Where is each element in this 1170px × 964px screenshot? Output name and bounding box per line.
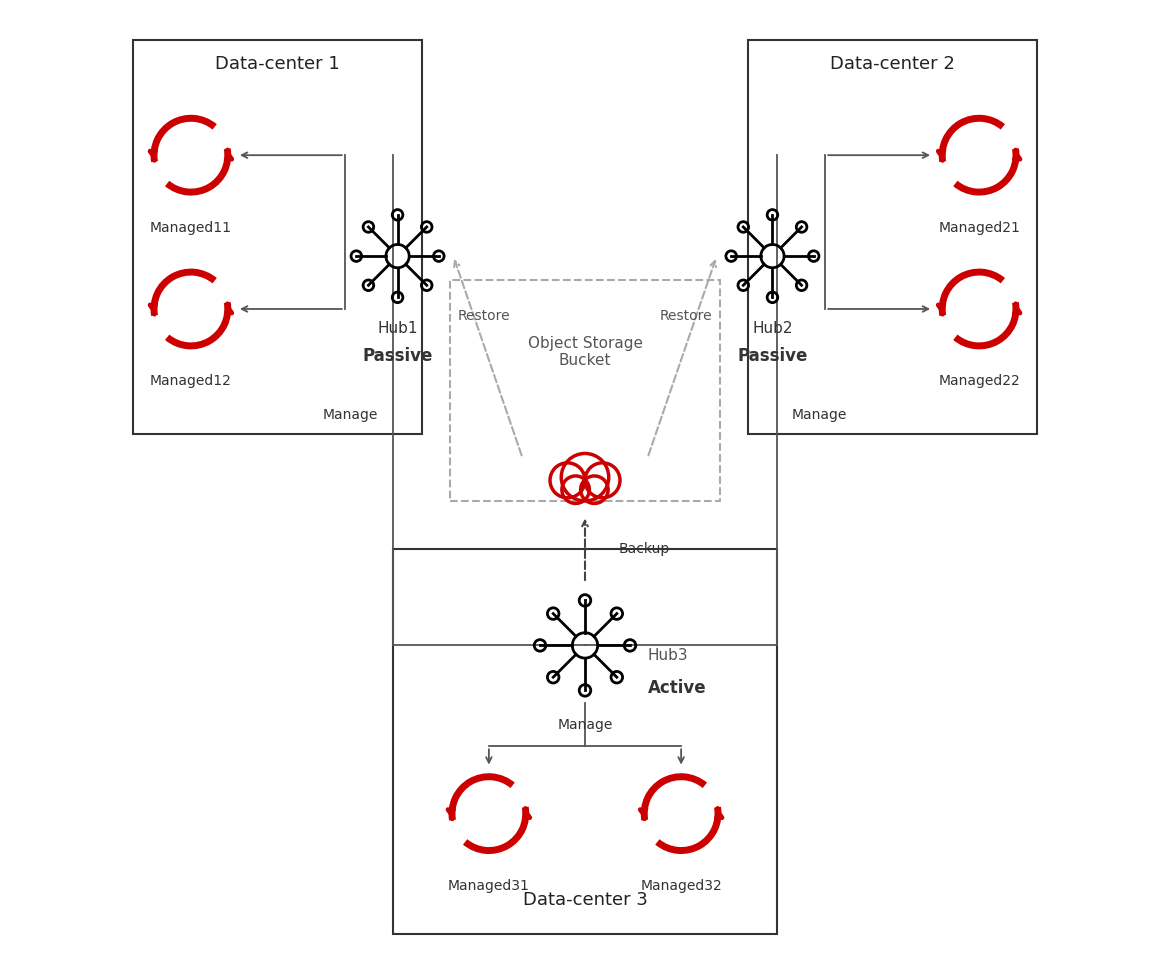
- Text: Passive: Passive: [737, 347, 807, 365]
- Text: Manage: Manage: [323, 408, 378, 421]
- Text: Managed21: Managed21: [938, 221, 1020, 234]
- Text: Managed22: Managed22: [938, 374, 1020, 388]
- Text: Data-center 1: Data-center 1: [215, 55, 339, 73]
- Text: Manage: Manage: [792, 408, 847, 421]
- Text: Hub1: Hub1: [377, 321, 418, 335]
- Text: Restore: Restore: [457, 309, 510, 323]
- Text: Restore: Restore: [660, 309, 713, 323]
- Text: Object Storage
Bucket: Object Storage Bucket: [528, 336, 642, 368]
- Text: Manage: Manage: [557, 718, 613, 732]
- Text: Hub2: Hub2: [752, 321, 793, 335]
- Text: Backup: Backup: [619, 543, 670, 556]
- Text: Data-center 3: Data-center 3: [523, 891, 647, 909]
- Text: Active: Active: [647, 679, 707, 697]
- Text: Passive: Passive: [363, 347, 433, 365]
- Text: Managed11: Managed11: [150, 221, 232, 234]
- Text: Data-center 2: Data-center 2: [831, 55, 955, 73]
- Text: Managed12: Managed12: [150, 374, 232, 388]
- Text: Hub3: Hub3: [647, 648, 688, 662]
- Text: Managed32: Managed32: [640, 879, 722, 893]
- Text: Managed31: Managed31: [448, 879, 530, 893]
